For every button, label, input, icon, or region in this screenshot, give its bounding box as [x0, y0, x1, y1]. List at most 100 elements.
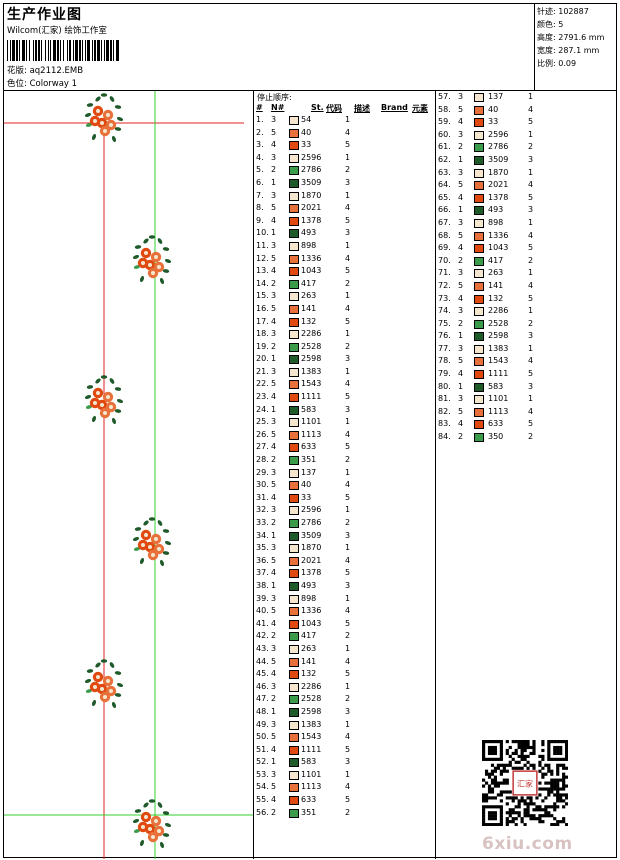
thread-brand: 1 — [345, 543, 351, 553]
thread-brand: 1 — [345, 467, 351, 477]
thread-color-swatch — [474, 206, 484, 216]
thread-index: 60. — [438, 129, 451, 139]
thread-row: 81. 3 1101 1 — [436, 393, 616, 406]
thread-color-swatch — [474, 218, 484, 228]
thread-code: 132 — [301, 669, 317, 679]
thread-brand: 1 — [345, 643, 351, 653]
thread-brand: 4 — [345, 555, 351, 565]
thread-needle: 2 — [458, 255, 464, 265]
thread-color-swatch — [289, 506, 299, 516]
col-header-needle: N# — [271, 103, 285, 112]
colorway-label: 色位: — [7, 79, 27, 89]
thread-color-swatch — [474, 231, 484, 241]
thread-index: 23. — [256, 392, 269, 402]
thread-brand: 3 — [345, 530, 351, 540]
thread-code: 2786 — [301, 165, 322, 175]
thread-row: 16. 5 141 4 — [254, 303, 434, 316]
thread-needle: 1 — [271, 354, 277, 364]
thread-color-swatch — [474, 118, 484, 128]
thread-needle: 3 — [271, 329, 277, 339]
thread-code: 1043 — [301, 266, 322, 276]
thread-code: 1101 — [301, 417, 322, 427]
thread-index: 64. — [438, 180, 451, 190]
thread-needle: 5 — [458, 230, 464, 240]
thread-code: 1113 — [301, 782, 322, 792]
thread-brand: 3 — [345, 177, 351, 187]
thread-brand: 5 — [345, 744, 351, 754]
thread-code: 898 — [488, 217, 504, 227]
thread-code: 583 — [301, 757, 317, 767]
thread-index: 3. — [256, 140, 264, 150]
thread-index: 77. — [438, 343, 451, 353]
thread-needle: 2 — [271, 341, 277, 351]
thread-row: 24. 1 583 3 — [254, 404, 434, 417]
thread-needle: 3 — [458, 394, 464, 404]
thread-color-swatch — [289, 758, 299, 768]
thread-needle: 5 — [271, 732, 277, 742]
thread-code: 898 — [301, 240, 317, 250]
thread-brand: 1 — [345, 719, 351, 729]
thread-row: 37. 4 1378 5 — [254, 567, 434, 580]
thread-row: 61. 2 2786 2 — [436, 141, 616, 154]
thread-code: 1111 — [301, 392, 322, 402]
thread-color-swatch — [289, 607, 299, 617]
thread-index: 6. — [256, 177, 264, 187]
thread-row: 82. 5 1113 4 — [436, 406, 616, 419]
thread-index: 59. — [438, 117, 451, 127]
thread-code: 1383 — [301, 366, 322, 376]
thread-color-swatch — [474, 370, 484, 380]
thread-index: 81. — [438, 394, 451, 404]
thread-color-swatch — [289, 443, 299, 453]
thread-code: 2786 — [301, 518, 322, 527]
thread-index: 9. — [256, 215, 264, 225]
thread-needle: 3 — [271, 152, 277, 162]
thread-needle: 3 — [271, 593, 277, 603]
thread-index: 35. — [256, 543, 269, 553]
thread-color-swatch — [289, 330, 299, 340]
thread-code: 1543 — [488, 356, 509, 366]
thread-code: 1113 — [488, 406, 509, 416]
thread-code: 2528 — [488, 318, 509, 328]
thread-index: 72. — [438, 280, 451, 290]
thread-index: 11. — [256, 240, 269, 250]
thread-needle: 5 — [271, 555, 277, 565]
thread-code: 137 — [301, 467, 317, 477]
thread-code: 2528 — [301, 694, 322, 704]
thread-row: 35. 3 1870 1 — [254, 542, 434, 555]
thread-color-swatch — [474, 181, 484, 191]
thread-row: 27. 4 633 5 — [254, 441, 434, 454]
thread-brand: 1 — [528, 268, 534, 278]
thread-color-swatch — [289, 304, 299, 314]
thread-row: 58. 5 40 4 — [436, 104, 616, 117]
thread-needle: 4 — [458, 293, 464, 303]
page-title: 生产作业图 — [7, 7, 82, 23]
flower-motif — [84, 93, 124, 143]
thread-index: 55. — [256, 795, 269, 805]
thread-needle: 1 — [271, 228, 277, 238]
thread-code: 493 — [301, 580, 317, 590]
thread-row: 25. 3 1101 1 — [254, 416, 434, 429]
thread-row: 8. 5 2021 4 — [254, 202, 434, 215]
thread-code: 1383 — [301, 719, 322, 729]
thread-table-left: 停止顺序: # N# St. 代码 描述 Brand 元素 1. 3 54 1 2. 5 4… — [254, 91, 436, 859]
thread-code: 493 — [301, 228, 317, 238]
thread-needle: 4 — [271, 568, 277, 578]
thread-color-swatch — [289, 342, 299, 352]
thread-needle: 1 — [458, 331, 464, 341]
thread-color-swatch — [289, 594, 299, 604]
thread-brand: 5 — [345, 669, 351, 679]
thread-index: 61. — [438, 142, 451, 152]
thread-needle: 3 — [271, 291, 277, 301]
thread-color-swatch — [474, 256, 484, 266]
thread-brand: 2 — [528, 255, 534, 265]
design-file-label: 花版: — [7, 66, 27, 76]
thread-code: 350 — [488, 432, 504, 442]
thread-row: 66. 1 493 3 — [436, 204, 616, 217]
thread-row: 36. 5 2021 4 — [254, 555, 434, 568]
thread-code: 1378 — [301, 215, 322, 225]
thread-row: 23. 4 1111 5 — [254, 391, 434, 404]
thread-color-swatch — [474, 319, 484, 329]
thread-color-swatch — [289, 481, 299, 491]
thread-code: 141 — [301, 656, 317, 666]
thread-row: 76. 1 2598 3 — [436, 330, 616, 343]
